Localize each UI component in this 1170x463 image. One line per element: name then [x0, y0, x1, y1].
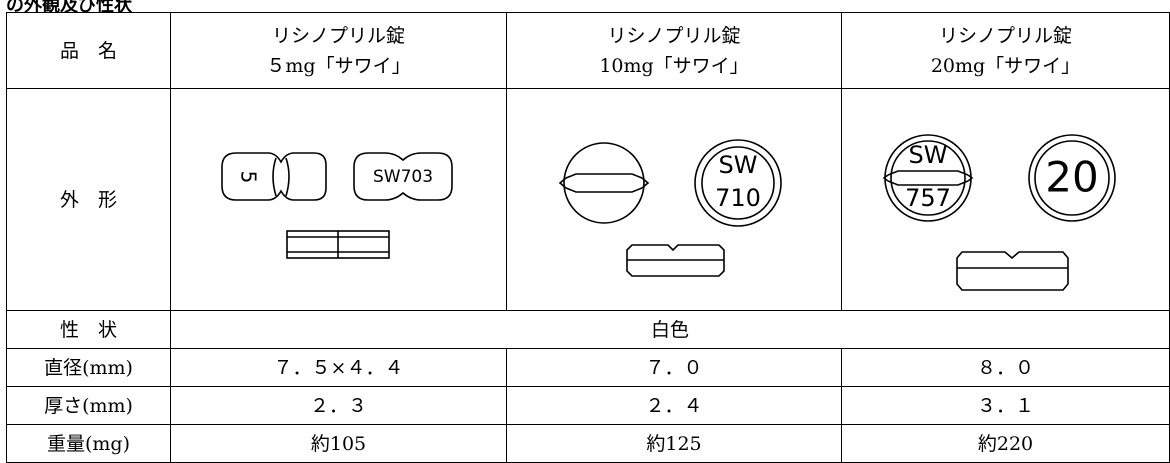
- product-name: リシノプリル錠 ５mg「サワイ」: [170, 12, 507, 89]
- cell: [841, 88, 1170, 311]
- cell: [170, 88, 507, 311]
- row-label: 品 名: [6, 12, 171, 89]
- cell: 約125: [506, 424, 842, 463]
- cell: ２．４: [506, 386, 842, 425]
- product-name: リシノプリル錠 10mg「サワイ」: [506, 12, 842, 89]
- row-label: 厚さ(mm): [6, 386, 171, 425]
- spec-rows: 直径(mm) ７．５×４．４ ７．０ ８．０ 厚さ(mm) ２．３ ２．４ ３．１ 重量(mg)…: [6, 348, 1170, 463]
- appearance-row: 外 形: [6, 88, 1170, 311]
- spec-row: 厚さ(mm) ２．３ ２．４ ３．１: [6, 386, 1170, 425]
- row-label: 性 状: [6, 310, 171, 349]
- name: リシノプリル錠: [607, 24, 741, 47]
- cell: ８．０: [841, 348, 1170, 387]
- product-name: リシノプリル錠 20mg「サワイ」: [841, 12, 1170, 89]
- cell: ２．３: [170, 386, 507, 425]
- cell: 白色: [170, 310, 1170, 349]
- spec-row: 重量(mg) 約105 約125 約220: [6, 424, 1170, 463]
- cell: ７．０: [506, 348, 842, 387]
- cell: ７．５×４．４: [170, 348, 507, 387]
- spec-table: 品 名 リシノプリル錠 ５mg「サワイ」 リシノプリル錠 10mg「サワイ」 リシノ…: [6, 12, 1170, 463]
- spec-row: 直径(mm) ７．５×４．４ ７．０ ８．０: [6, 348, 1170, 387]
- strength: ５mg「サワイ」: [266, 54, 411, 77]
- row-label: 外 形: [6, 88, 171, 311]
- cell: 約105: [170, 424, 507, 463]
- name: リシノプリル錠: [938, 24, 1072, 47]
- cell: 約220: [841, 424, 1170, 463]
- row-label: 直径(mm): [6, 348, 171, 387]
- row-label: 重量(mg): [6, 424, 171, 463]
- cell: [506, 88, 842, 311]
- property-row: 性 状 白色: [6, 310, 1170, 349]
- name: リシノプリル錠: [271, 24, 405, 47]
- name-row: 品 名 リシノプリル錠 ５mg「サワイ」 リシノプリル錠 10mg「サワイ」 リシノ…: [6, 12, 1170, 89]
- strength: 10mg「サワイ」: [599, 54, 749, 77]
- strength: 20mg「サワイ」: [930, 54, 1081, 77]
- cell: ３．１: [841, 386, 1170, 425]
